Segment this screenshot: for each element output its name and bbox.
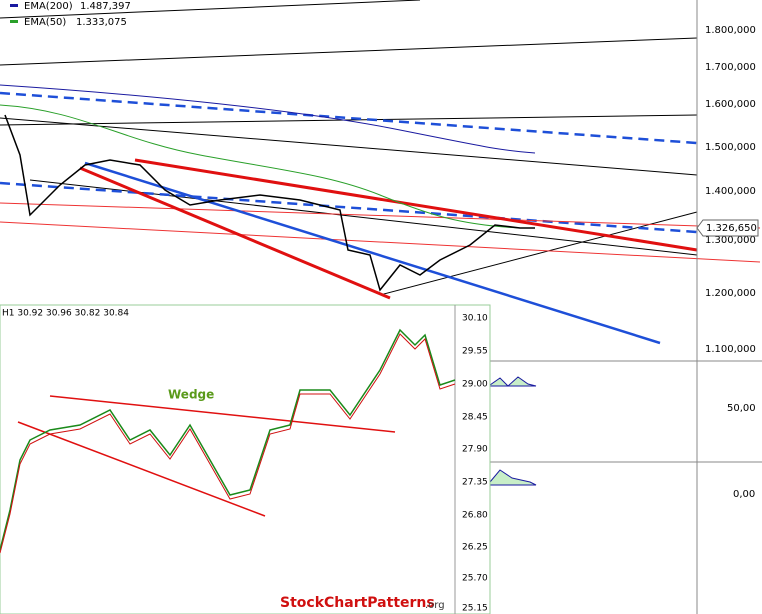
main-panel <box>0 0 761 345</box>
axis-label: 27.35 <box>462 478 488 488</box>
current-price: 1.326,650 <box>706 223 757 234</box>
trend-line <box>84 161 661 345</box>
axis-label: 25.70 <box>462 574 488 584</box>
channel-line <box>0 221 761 263</box>
axis-label: 50,00 <box>727 403 756 414</box>
wedge-line <box>134 158 698 252</box>
price-path <box>4 114 535 292</box>
axis-label: 28.45 <box>462 413 488 423</box>
axis-label: 1.200,000 <box>705 288 756 299</box>
axis-label: 29.55 <box>462 347 488 357</box>
inset-frame <box>0 304 491 614</box>
axis-label: 29.00 <box>462 380 488 390</box>
trendline <box>0 114 698 126</box>
legend-swatch <box>10 4 18 7</box>
axis-label: 1.100,000 <box>705 344 756 355</box>
legend-name: EMA(50) <box>24 17 66 28</box>
price-marker <box>696 219 759 237</box>
axis-label: 25.15 <box>462 604 488 614</box>
axis-label: 27.90 <box>462 445 488 455</box>
axis-label: 0,00 <box>733 489 755 500</box>
axis-label: 1.300,000 <box>705 235 756 246</box>
ema-50 <box>0 104 521 229</box>
legend-name: EMA(200) <box>24 1 73 12</box>
axis-label: 1.800,000 <box>705 25 756 36</box>
inset-chart: H1 30.92 30.96 30.82 30.84 Wedge 30.10 2… <box>0 304 491 614</box>
legend-value: 1.487,397 <box>80 1 131 12</box>
trendline <box>0 37 698 66</box>
legend-swatch <box>10 20 18 23</box>
watermark-suffix: .org <box>425 600 445 611</box>
wedge-line <box>79 166 391 300</box>
price-path <box>0 328 456 551</box>
trendline <box>0 0 421 19</box>
axis-label: 26.80 <box>462 511 488 521</box>
legend-value: 1.333,075 <box>76 17 127 28</box>
watermark: StockChartPatterns <box>280 595 435 611</box>
indicator-plot <box>489 376 537 387</box>
wedge-line <box>17 421 266 517</box>
wedge-line <box>49 395 396 433</box>
axis-label: 1.600,000 <box>705 99 756 110</box>
channel-line <box>0 202 761 229</box>
dashed-line <box>0 181 698 234</box>
trendline <box>0 117 698 176</box>
axis-label: 1.700,000 <box>705 62 756 73</box>
axis-label: 30.10 <box>462 314 488 324</box>
axis-label: 1.400,000 <box>705 186 756 197</box>
price-axis: 1.800,000 1.700,000 1.600,000 1.500,000 … <box>696 25 759 500</box>
annotation: Wedge <box>168 388 214 402</box>
inset-header: H1 30.92 30.96 30.82 30.84 <box>2 309 129 319</box>
ema-200 <box>0 84 536 154</box>
axis-label: 26.25 <box>462 543 488 553</box>
price-path <box>0 333 456 554</box>
legend: EMA(200) 1.487,397 EMA(50) 1.333,075 <box>10 1 131 28</box>
trendline <box>379 211 698 296</box>
dashed-line <box>0 91 698 145</box>
axis-label: 1.500,000 <box>705 142 756 153</box>
